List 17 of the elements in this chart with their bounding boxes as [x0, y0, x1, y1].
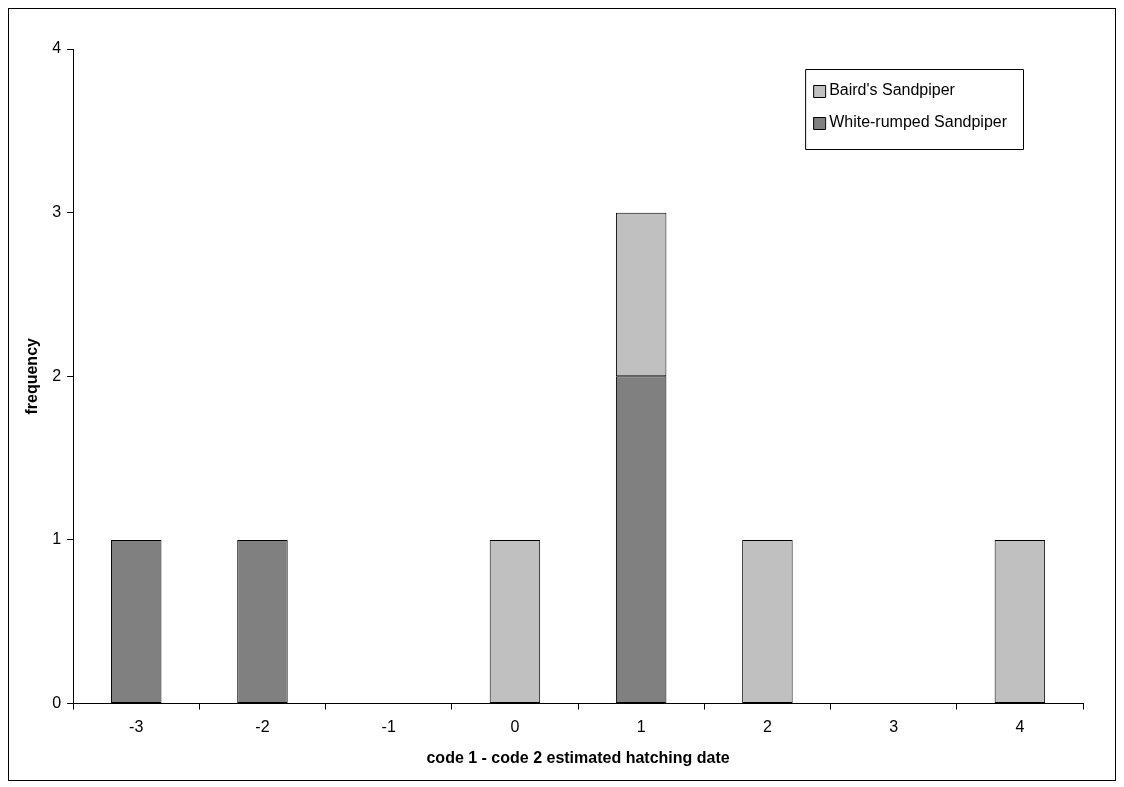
y-tick-label: 4	[52, 39, 62, 57]
x-tick-label: -1	[381, 717, 396, 735]
x-tick-label: 0	[510, 717, 520, 735]
y-tick-label: 2	[52, 366, 62, 384]
y-tick-label: 0	[52, 694, 62, 712]
x-tick-label: 4	[1015, 717, 1025, 735]
x-tick-label: 2	[762, 717, 772, 735]
legend-label: White-rumped Sandpiper	[829, 113, 1008, 131]
legend-label: Baird's Sandpiper	[829, 81, 956, 99]
y-tick-label: 1	[52, 530, 62, 548]
y-axis-title: frequency	[23, 337, 41, 415]
x-axis-title: code 1 - code 2 estimated hatching date	[426, 748, 730, 766]
x-tick-label: -2	[255, 717, 270, 735]
x-tick-label: -3	[129, 717, 144, 735]
x-tick-label: 3	[889, 717, 899, 735]
y-tick-label: 3	[52, 203, 62, 221]
x-tick-label: 1	[636, 717, 646, 735]
